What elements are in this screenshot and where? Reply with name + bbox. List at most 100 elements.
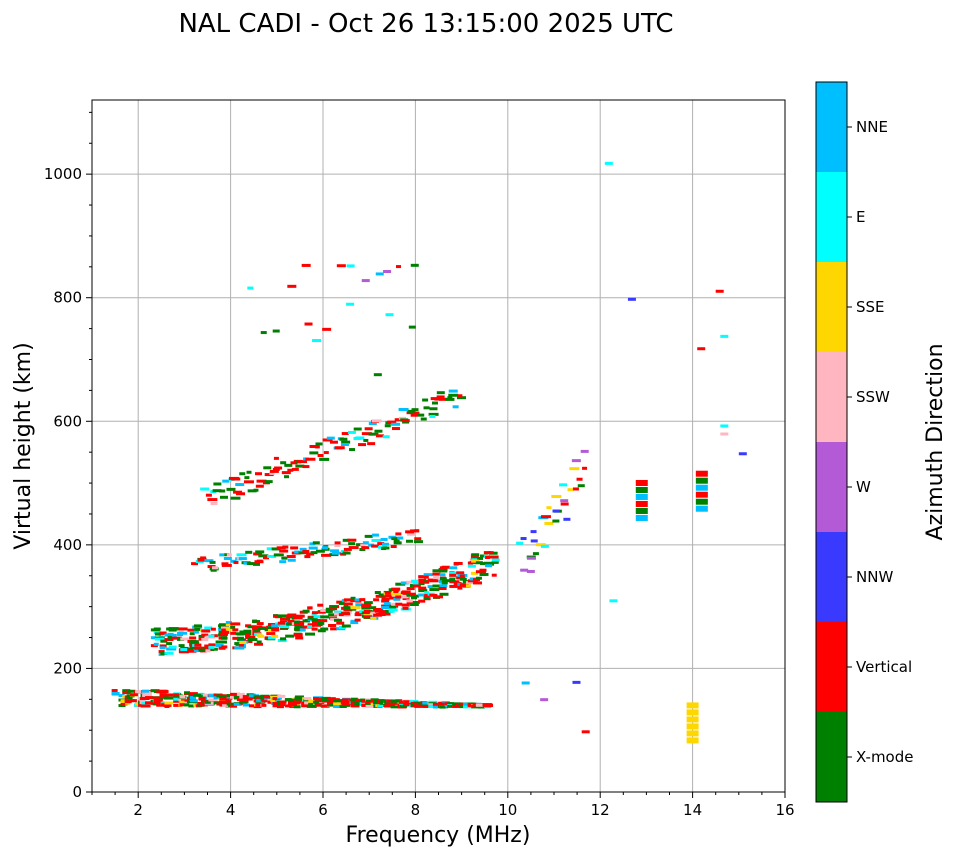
echo-point xyxy=(287,468,294,472)
echo-point xyxy=(457,394,463,398)
echo-point xyxy=(350,701,358,705)
echo-point xyxy=(412,582,421,586)
echo-point xyxy=(429,414,436,418)
echo-point xyxy=(219,489,226,493)
echo-point xyxy=(258,554,269,558)
y-tick-label: 800 xyxy=(53,289,82,307)
echo-point xyxy=(459,583,469,587)
echo-point xyxy=(207,565,216,569)
echo-point xyxy=(449,584,458,588)
echo-point xyxy=(436,395,445,399)
echo-point xyxy=(293,616,303,620)
echo-point xyxy=(264,480,273,484)
echo-point xyxy=(159,694,167,698)
echo-point xyxy=(431,401,438,405)
echo-point xyxy=(179,695,186,699)
echo-point xyxy=(281,556,288,560)
echo-point xyxy=(720,334,729,338)
echo-point xyxy=(445,397,455,401)
echo-point xyxy=(320,608,328,612)
echo-point xyxy=(239,641,247,645)
echo-point xyxy=(307,625,315,629)
echo-point xyxy=(402,597,410,601)
x-tick-label: 6 xyxy=(318,801,328,819)
echo-cluster xyxy=(686,723,699,730)
echo-point xyxy=(368,421,377,425)
echo-cluster xyxy=(686,709,699,716)
echo-point xyxy=(326,436,335,440)
echo-point xyxy=(439,577,447,581)
x-tick-label: 8 xyxy=(411,801,421,819)
echo-point xyxy=(164,651,174,655)
echo-point xyxy=(402,606,409,610)
echo-point xyxy=(405,539,413,543)
echo-point xyxy=(270,699,276,703)
echo-point xyxy=(159,689,168,693)
echo-point xyxy=(422,398,429,402)
echo-point xyxy=(370,616,377,620)
echo-point xyxy=(239,630,246,634)
y-axis-label: Virtual height (km) xyxy=(11,342,36,549)
echo-point xyxy=(307,606,313,610)
echo-point xyxy=(158,650,165,654)
echo-point xyxy=(226,553,232,557)
echo-point xyxy=(471,553,480,557)
echo-point xyxy=(286,555,296,559)
echo-point xyxy=(475,576,482,580)
echo-point xyxy=(427,585,433,589)
echo-point xyxy=(361,279,370,283)
echo-point xyxy=(395,532,402,536)
echo-point xyxy=(317,621,325,625)
echo-point xyxy=(479,570,485,574)
echo-point xyxy=(179,700,185,704)
echo-point xyxy=(308,702,314,706)
echo-point xyxy=(240,701,248,705)
echo-point xyxy=(323,451,329,455)
echo-point xyxy=(441,581,448,585)
chart-title: NAL CADI - Oct 26 13:15:00 2025 UTC xyxy=(178,9,673,39)
x-axis: 2 4 6 8 10 12 14 16 xyxy=(91,792,795,819)
echo-point xyxy=(218,623,227,627)
echo-point xyxy=(305,457,316,461)
colorbar-swatch-sse xyxy=(816,262,847,352)
echo-point xyxy=(264,697,273,701)
echo-point xyxy=(272,701,280,705)
echo-point xyxy=(447,702,455,706)
echo-point xyxy=(267,626,276,630)
echo-point xyxy=(238,643,244,647)
echo-point xyxy=(572,487,579,491)
echo-cluster xyxy=(695,498,708,505)
echo-point xyxy=(393,588,400,592)
echo-point xyxy=(242,703,250,707)
echo-point xyxy=(230,496,241,500)
echo-point xyxy=(315,442,323,446)
echo-point xyxy=(218,632,228,636)
echo-point xyxy=(329,440,338,444)
echo-point xyxy=(313,700,320,704)
echo-point xyxy=(311,611,318,615)
echo-point xyxy=(391,422,401,426)
echo-point xyxy=(269,469,279,473)
echo-point xyxy=(551,494,562,498)
echo-point xyxy=(516,541,524,545)
echo-point xyxy=(252,627,262,631)
echo-point xyxy=(423,575,429,579)
echo-point xyxy=(367,442,376,446)
echo-point xyxy=(307,623,315,627)
echo-point xyxy=(256,698,264,702)
echo-point xyxy=(153,627,161,631)
echo-point xyxy=(333,705,341,709)
echo-point xyxy=(417,413,425,417)
echo-point xyxy=(247,286,254,290)
echo-point xyxy=(204,700,211,704)
echo-point xyxy=(197,558,207,562)
echo-point xyxy=(205,647,214,651)
echo-point xyxy=(383,699,389,703)
echo-point xyxy=(330,549,340,553)
echo-point xyxy=(402,591,409,595)
echo-point xyxy=(340,442,349,446)
echo-cluster xyxy=(686,730,699,737)
echo-point xyxy=(418,578,427,582)
echo-point xyxy=(200,649,208,653)
echo-point xyxy=(281,471,291,475)
